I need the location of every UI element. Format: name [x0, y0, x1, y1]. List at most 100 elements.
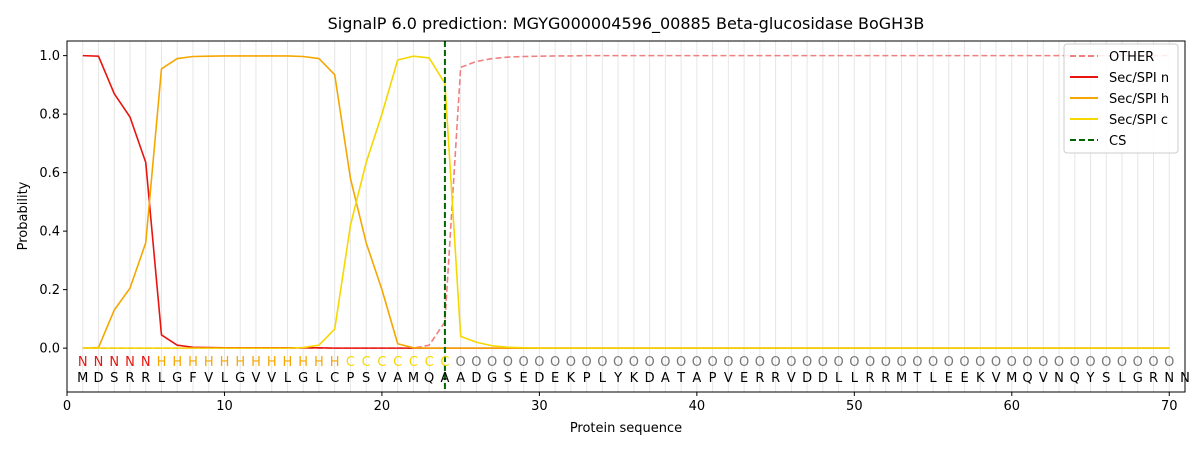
region-label: O — [770, 355, 780, 370]
region-label: O — [1164, 355, 1174, 370]
region-label: O — [660, 355, 670, 370]
region-label: O — [1022, 355, 1032, 370]
y-tick-label: 0.2 — [39, 283, 60, 298]
region-label: O — [912, 355, 922, 370]
legend-label: Sec/SPI c — [1109, 113, 1168, 128]
region-label: O — [597, 355, 607, 370]
region-label: O — [1148, 355, 1158, 370]
region-label: O — [1133, 355, 1143, 370]
y-tick-label: 0.6 — [39, 166, 60, 181]
region-label: N — [109, 355, 119, 370]
sequence-letter: V — [204, 371, 213, 386]
region-label: O — [991, 355, 1001, 370]
sequence-letter: G — [1133, 371, 1143, 386]
sequence-letter: E — [520, 371, 528, 386]
sequence-letter: R — [755, 371, 764, 386]
sequence-letter: S — [1102, 371, 1110, 386]
region-label: O — [1085, 355, 1095, 370]
region-label: O — [723, 355, 733, 370]
region-label: O — [818, 355, 828, 370]
sequence-letter: T — [676, 371, 685, 386]
region-label: H — [204, 355, 214, 370]
region-label: C — [346, 355, 355, 370]
sequence-letter: F — [189, 371, 196, 386]
sequence-letter: G — [235, 371, 245, 386]
sequence-letter: L — [315, 371, 323, 386]
x-tick-label: 40 — [689, 399, 706, 414]
legend-label: OTHER — [1109, 50, 1154, 65]
chart-title: SignalP 6.0 prediction: MGYG000004596_00… — [328, 14, 925, 34]
region-label: O — [707, 355, 717, 370]
sequence-letter: V — [377, 371, 386, 386]
sequence-letter: D — [471, 371, 481, 386]
sequence-letter: G — [487, 371, 497, 386]
region-label: O — [865, 355, 875, 370]
y-tick-label: 1.0 — [39, 49, 60, 64]
region-label: H — [283, 355, 293, 370]
region-label: O — [833, 355, 843, 370]
region-label: O — [676, 355, 686, 370]
sequence-letter: A — [393, 371, 402, 386]
sequence-letter: A — [661, 371, 670, 386]
sequence-letter: A — [440, 371, 449, 386]
legend-label: Sec/SPI n — [1109, 71, 1169, 86]
sequence-letter: L — [158, 371, 166, 386]
region-label: O — [1117, 355, 1127, 370]
region-label: H — [314, 355, 324, 370]
sequence-letter: D — [645, 371, 655, 386]
y-axis-label: Probability — [16, 181, 31, 250]
legend-label: CS — [1109, 134, 1126, 149]
sequence-letter: Y — [613, 371, 622, 386]
sequence-letter: R — [1149, 371, 1158, 386]
sequence-letter: L — [221, 371, 229, 386]
region-label: H — [251, 355, 261, 370]
sequence-letter: R — [125, 371, 134, 386]
sequence-letter: L — [599, 371, 607, 386]
x-axis-label: Protein sequence — [570, 421, 682, 436]
region-label: H — [298, 355, 308, 370]
region-label: O — [692, 355, 702, 370]
region-label: O — [928, 355, 938, 370]
sequence-letter: L — [284, 371, 292, 386]
sequence-letter: R — [141, 371, 150, 386]
region-label: O — [896, 355, 906, 370]
region-label: O — [786, 355, 796, 370]
region-label: O — [975, 355, 985, 370]
region-label: C — [425, 355, 434, 370]
sequence-letter: P — [709, 371, 717, 386]
region-label: H — [330, 355, 340, 370]
region-label: H — [220, 355, 230, 370]
region-label: O — [881, 355, 891, 370]
sequence-letter: C — [330, 371, 339, 386]
region-label: O — [613, 355, 623, 370]
sequence-letter: S — [110, 371, 118, 386]
sequence-letter: L — [851, 371, 859, 386]
x-tick-label: 10 — [216, 399, 233, 414]
region-label: H — [188, 355, 198, 370]
region-label: H — [267, 355, 277, 370]
region-label: N — [78, 355, 88, 370]
sequence-letter: M — [408, 371, 419, 386]
sequence-letter: D — [93, 371, 103, 386]
region-label: O — [566, 355, 576, 370]
region-label: O — [550, 355, 560, 370]
region-label: C — [409, 355, 418, 370]
region-label: O — [471, 355, 481, 370]
region-label: N — [94, 355, 104, 370]
y-tick-label: 0.0 — [39, 342, 60, 357]
region-label: O — [534, 355, 544, 370]
region-label: C — [393, 355, 402, 370]
sequence-letter: N — [1164, 371, 1174, 386]
sequence-letter: K — [567, 371, 576, 386]
y-tick-label: 0.4 — [39, 225, 60, 240]
sequence-letter: S — [504, 371, 512, 386]
region-label: O — [487, 355, 497, 370]
series-line-sec-spi-c — [82, 55, 1170, 349]
x-tick-label: 30 — [531, 399, 548, 414]
series-line-other — [82, 54, 1170, 349]
region-label: O — [456, 355, 466, 370]
sequence-letter: L — [929, 371, 937, 386]
legend-label: Sec/SPI h — [1109, 92, 1169, 107]
sequence-letter: Q — [424, 371, 434, 386]
